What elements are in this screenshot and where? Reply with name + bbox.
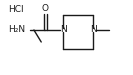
Text: N: N <box>90 26 96 34</box>
Text: O: O <box>42 4 49 14</box>
Text: HCl: HCl <box>8 5 24 14</box>
Text: H₂N: H₂N <box>8 26 25 34</box>
Text: N: N <box>60 26 66 34</box>
